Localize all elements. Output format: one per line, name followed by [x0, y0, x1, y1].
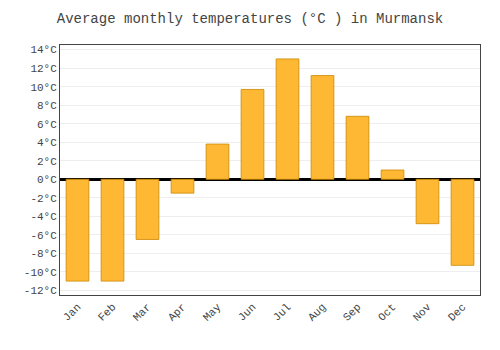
svg-text:Nov: Nov [411, 301, 434, 324]
svg-text:-12°C: -12°C [24, 285, 57, 297]
svg-text:10°C: 10°C [30, 82, 57, 94]
svg-text:-10°C: -10°C [24, 267, 57, 279]
svg-text:-6°C: -6°C [30, 230, 57, 242]
svg-text:0°C: 0°C [37, 174, 57, 186]
svg-text:May: May [201, 301, 224, 324]
svg-text:Sep: Sep [341, 301, 363, 323]
svg-text:Jan: Jan [61, 301, 83, 323]
svg-text:Dec: Dec [446, 301, 468, 323]
svg-text:14°C: 14°C [30, 44, 57, 56]
svg-text:Apr: Apr [166, 301, 188, 323]
svg-text:Feb: Feb [96, 301, 118, 323]
svg-text:12°C: 12°C [30, 63, 57, 75]
svg-text:Jul: Jul [271, 301, 293, 323]
svg-text:Average monthly temperatures (: Average monthly temperatures (°C ) in Mu… [57, 11, 443, 27]
svg-text:-4°C: -4°C [30, 211, 57, 223]
svg-text:-8°C: -8°C [30, 248, 57, 260]
svg-text:2°C: 2°C [37, 156, 57, 168]
svg-text:4°C: 4°C [37, 137, 57, 149]
svg-text:Oct: Oct [376, 301, 398, 323]
svg-text:8°C: 8°C [37, 100, 57, 112]
svg-text:6°C: 6°C [37, 119, 57, 131]
svg-text:-2°C: -2°C [30, 193, 57, 205]
svg-text:Mar: Mar [131, 301, 153, 323]
svg-text:Aug: Aug [306, 301, 328, 323]
svg-text:Jun: Jun [236, 301, 258, 323]
